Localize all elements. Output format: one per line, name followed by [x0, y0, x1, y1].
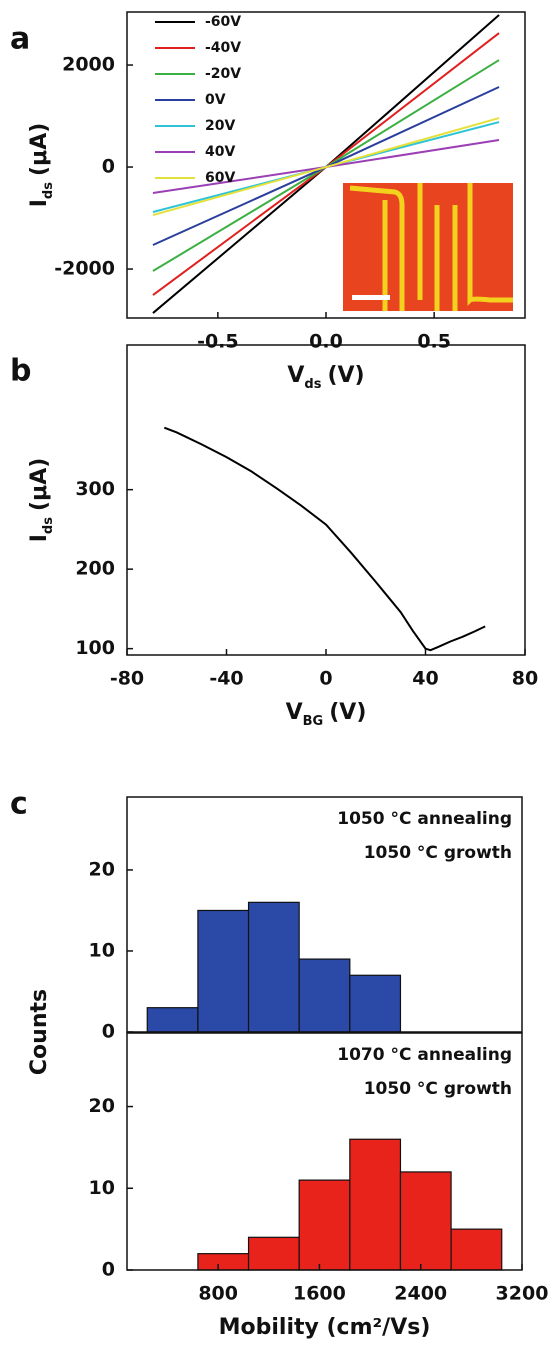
panel-label: a	[10, 22, 30, 57]
legend-label: 0V	[205, 92, 226, 108]
legend-label: -60V	[205, 14, 241, 30]
bar	[197, 1253, 250, 1271]
y-tick-label: 20	[89, 858, 115, 880]
bar	[349, 1138, 402, 1271]
x-tick-label: -40	[209, 668, 243, 690]
bar	[247, 1236, 300, 1271]
legend-label: 60V	[205, 170, 235, 186]
x-tick-label: 80	[512, 668, 538, 690]
x-axis-label-sub: BG	[303, 714, 324, 729]
x-axis-label-sub: ds	[304, 377, 321, 392]
y-axis-label-unit: (μA)	[27, 458, 52, 511]
y-axis-label: Ids (μA)	[27, 123, 56, 208]
scale-bar	[352, 295, 390, 300]
y-axis-label-main: I	[27, 199, 52, 207]
y-tick-label: 300	[75, 478, 115, 500]
inset-electrodes	[349, 183, 513, 311]
bar	[146, 1007, 199, 1033]
y-tick-label: 0	[102, 156, 115, 178]
y-tick-label: 200	[75, 558, 115, 580]
annotation: 1070 °C annealing	[337, 1045, 512, 1065]
x-tick-label: 2400	[394, 1283, 447, 1305]
plot-frame	[126, 796, 523, 1033]
inset-photo	[343, 183, 513, 311]
plot-frame	[126, 1032, 523, 1271]
annotation: 1050 °C growth	[364, 1079, 512, 1099]
legend-label: -40V	[205, 40, 241, 56]
bar	[197, 909, 250, 1033]
x-tick-label: 40	[412, 668, 438, 690]
x-tick-label: 3200	[496, 1283, 549, 1305]
y-tick-label: 0	[102, 1021, 115, 1043]
x-axis-label-main: V	[287, 363, 304, 388]
x-axis-label-main: V	[286, 700, 303, 725]
line	[152, 117, 500, 216]
y-axis-label: Counts	[27, 989, 52, 1075]
legend-label: 20V	[205, 118, 235, 134]
y-axis-label-main: I	[27, 534, 52, 542]
x-tick-label: 800	[198, 1283, 238, 1305]
x-tick-label: 0.0	[309, 331, 343, 353]
x-axis-label-unit: (V)	[327, 363, 364, 388]
bar	[349, 974, 402, 1033]
bar	[450, 1228, 503, 1271]
x-axis-label-unit: (V)	[329, 700, 366, 725]
panel-label: b	[10, 354, 31, 389]
legend-label: -20V	[205, 66, 241, 82]
y-axis-label-sub: ds	[41, 182, 56, 199]
x-axis-label: VBG (V)	[286, 700, 367, 729]
panel-label: c	[10, 787, 28, 822]
annotation: 1050 °C annealing	[337, 809, 512, 829]
x-tick-label: 1600	[293, 1283, 346, 1305]
bar	[298, 1179, 351, 1271]
plot-frame	[126, 344, 526, 656]
bar	[247, 901, 300, 1033]
y-tick-label: 0	[102, 1259, 115, 1281]
x-tick-label: -80	[110, 668, 144, 690]
y-tick-label: 10	[89, 939, 115, 961]
x-axis-label: Vds (V)	[287, 363, 364, 392]
y-tick-label: 100	[75, 637, 115, 659]
bar	[399, 1171, 452, 1271]
y-tick-label: -2000	[54, 258, 115, 280]
y-axis-label-sub: ds	[41, 517, 56, 534]
inset-background	[343, 183, 513, 311]
x-tick-label: 0.5	[417, 331, 451, 353]
x-axis-label: Mobility (cm²/Vs)	[219, 1315, 431, 1340]
x-tick-label: 0	[319, 668, 332, 690]
line	[163, 426, 486, 652]
x-tick-label: -0.5	[197, 331, 239, 353]
annotation: 1050 °C growth	[364, 843, 512, 863]
y-tick-label: 10	[89, 1177, 115, 1199]
bar	[298, 958, 351, 1033]
y-tick-label: 20	[89, 1095, 115, 1117]
y-axis-label: Ids (μA)	[27, 458, 56, 543]
legend-label: 40V	[205, 144, 235, 160]
y-axis-label-unit: (μA)	[27, 123, 52, 176]
y-tick-label: 2000	[62, 54, 115, 76]
